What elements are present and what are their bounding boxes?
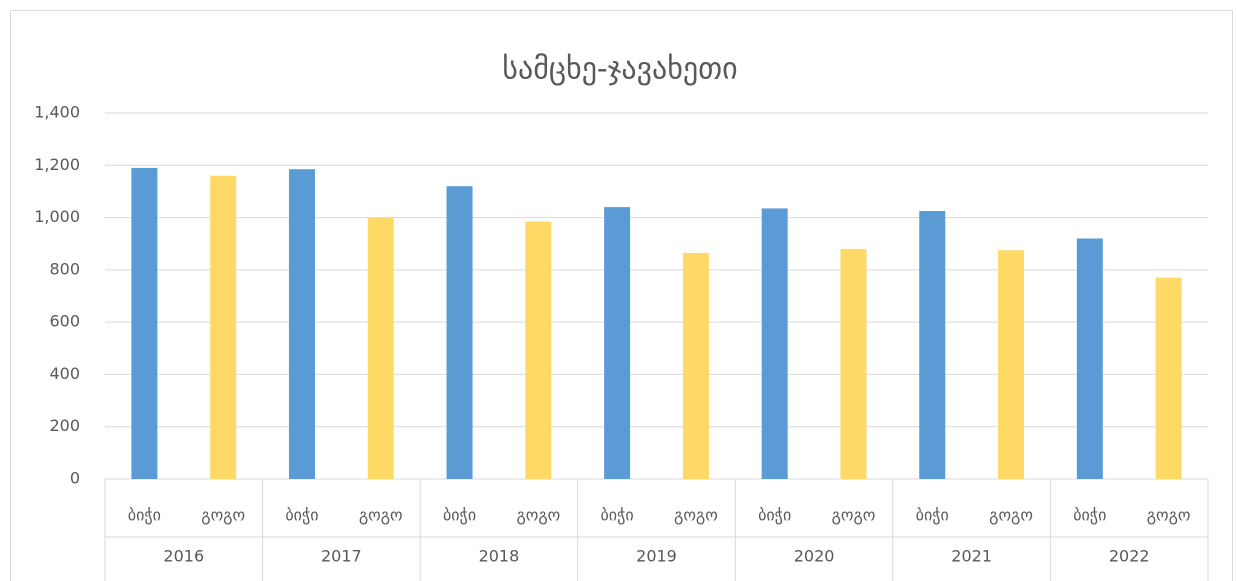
x-subcategory-label: გოგო	[201, 506, 245, 525]
x-subcategory-label: გოგო	[1147, 506, 1191, 525]
bar	[131, 167, 158, 479]
bar	[998, 250, 1025, 479]
x-tick-label: 2017	[321, 547, 362, 566]
x-subcategory-label: ბიჭი	[758, 506, 791, 525]
bar	[288, 169, 315, 479]
y-tick-label: 1,200	[34, 155, 80, 174]
bar	[919, 211, 946, 480]
y-tick-label: 0	[70, 469, 80, 488]
x-subcategory-label: გოგო	[832, 506, 876, 525]
x-tick-label: 2019	[636, 547, 677, 566]
x-subcategory-label: ბიჭი	[285, 506, 318, 525]
bar	[1076, 238, 1103, 479]
bar	[446, 186, 473, 479]
y-tick-label: 400	[49, 364, 80, 383]
bar	[525, 221, 552, 479]
x-subcategory-label: გოგო	[989, 506, 1033, 525]
bar	[367, 217, 394, 480]
y-tick-label: 200	[49, 416, 80, 435]
y-tick-label: 800	[49, 259, 80, 278]
x-tick-label: 2022	[1109, 547, 1150, 566]
bar	[210, 175, 237, 479]
chart-title: სამცხე-ჯავახეთი	[502, 52, 737, 87]
bar	[682, 252, 709, 479]
x-subcategory-label: გოგო	[674, 506, 718, 525]
x-subcategory-label: ბიჭი	[916, 506, 949, 525]
x-tick-label: 2020	[794, 547, 835, 566]
x-subcategory-label: ბიჭი	[601, 506, 634, 525]
x-subcategory-label: გოგო	[359, 506, 403, 525]
bar	[761, 208, 788, 479]
bar	[840, 248, 867, 479]
x-tick-label: 2016	[163, 547, 204, 566]
x-subcategory-label: ბიჭი	[443, 506, 476, 525]
y-tick-label: 1,000	[34, 207, 80, 226]
x-subcategory-label: ბიჭი	[1073, 506, 1106, 525]
x-subcategory-label: ბიჭი	[128, 506, 161, 525]
x-tick-label: 2021	[951, 547, 992, 566]
x-subcategory-label: გოგო	[516, 506, 560, 525]
y-tick-label: 1,400	[34, 103, 80, 122]
y-tick-label: 600	[49, 312, 80, 331]
x-tick-label: 2018	[479, 547, 520, 566]
bar	[604, 207, 631, 479]
bar	[1155, 277, 1182, 479]
